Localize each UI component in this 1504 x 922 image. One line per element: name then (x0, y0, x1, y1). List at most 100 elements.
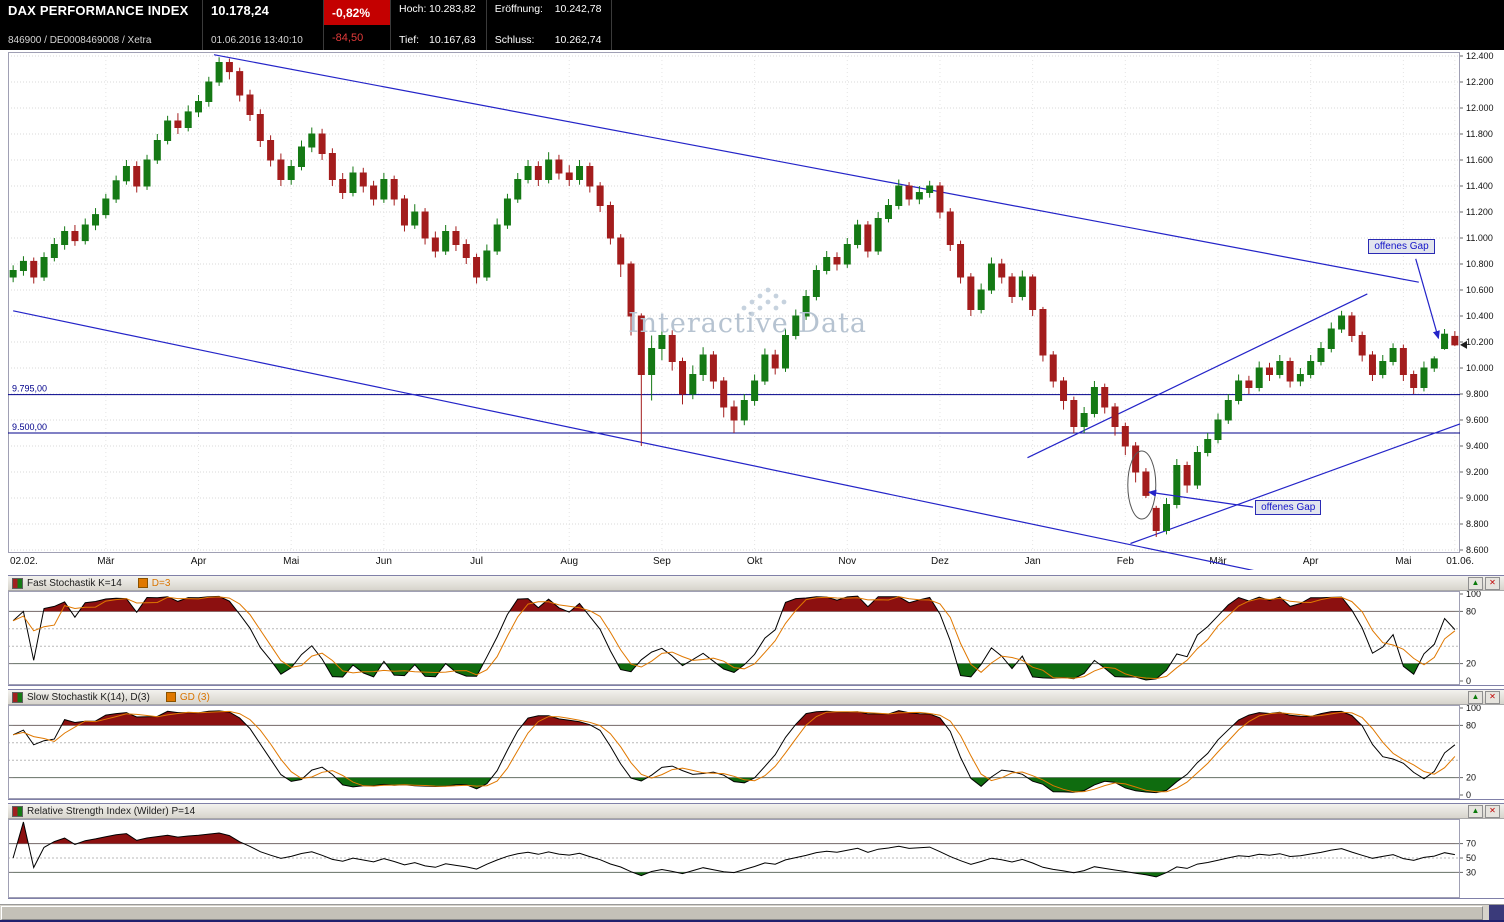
svg-text:Jul: Jul (470, 556, 483, 567)
panel-fast-stochastic: Fast Stochastik K=14 D=3 ▲ ✕ 100 80 20 0 (8, 575, 1504, 686)
last-price: 10.178,24 (211, 3, 269, 18)
svg-text:9.500,00: 9.500,00 (12, 422, 47, 432)
d-line-label: D=3 (151, 577, 171, 589)
svg-text:10.200: 10.200 (1466, 337, 1494, 347)
svg-text:11.200: 11.200 (1466, 207, 1493, 217)
svg-text:Mär: Mär (97, 556, 115, 567)
rsi-plot: 70 50 30 (8, 819, 1476, 898)
day-low: Tief: 10.167,63 (399, 34, 476, 46)
maximize-panel-icon[interactable]: ▲ (1468, 576, 1483, 590)
gd-line-color-chip (165, 692, 176, 702)
change-block: -0,82% -84,50 (324, 0, 391, 50)
fast-stochastic-plot: 100 80 20 0 (8, 591, 1481, 685)
scrollbar-thumb[interactable] (1, 906, 1483, 920)
maximize-panel-icon[interactable]: ▲ (1468, 804, 1483, 818)
instrument-block: DAX PERFORMANCE INDEX 846900 / DE0008469… (0, 0, 203, 50)
svg-text:02.02.: 02.02. (10, 556, 38, 567)
change-percent-badge: -0,82% (324, 0, 390, 25)
svg-text:10.400: 10.400 (1466, 311, 1494, 321)
price-chart-pane: 8.600 8.800 9.000 9.200 9.400 9.600 9.800 10.00… (8, 52, 1504, 572)
svg-text:20: 20 (1466, 659, 1476, 669)
slow-stochastic-plot: 100 80 20 0 (8, 705, 1481, 799)
day-open: Eröffnung: 10.242,78 (494, 3, 602, 15)
prev-close: Schluss: 10.262,74 (494, 34, 602, 46)
panel-title: Fast Stochastik K=14 (27, 577, 122, 589)
svg-text:Mai: Mai (1395, 556, 1411, 567)
svg-text:10.800: 10.800 (1466, 259, 1494, 269)
maximize-panel-icon[interactable]: ▲ (1468, 690, 1483, 704)
svg-text:9.200: 9.200 (1466, 467, 1489, 477)
last-price-block: 10.178,24 01.06.2016 13:40:10 (203, 0, 324, 50)
svg-text:Dez: Dez (931, 556, 949, 567)
panel-header-fast-stochastic: Fast Stochastik K=14 D=3 ▲ ✕ (8, 576, 1504, 591)
svg-text:0: 0 (1466, 790, 1471, 799)
svg-text:Nov: Nov (838, 556, 856, 567)
svg-text:10.600: 10.600 (1466, 285, 1494, 295)
close-panel-icon[interactable]: ✕ (1485, 690, 1500, 704)
annotation-offenes-gap-bottom[interactable]: offenes Gap (1255, 499, 1322, 515)
panel-rsi: Relative Strength Index (Wilder) P=14 ▲ … (8, 803, 1504, 899)
svg-text:11.400: 11.400 (1466, 181, 1493, 191)
svg-text:50: 50 (1466, 853, 1476, 863)
svg-text:Jan: Jan (1025, 556, 1041, 567)
svg-text:Apr: Apr (191, 556, 207, 567)
panel-title: Slow Stochastik K(14), D(3) (27, 691, 150, 703)
scrollbar-corner (1489, 905, 1504, 920)
instrument-id: 846900 / DE0008469008 / Xetra (8, 35, 152, 46)
close-panel-icon[interactable]: ✕ (1485, 804, 1500, 818)
panel-header-rsi: Relative Strength Index (Wilder) P=14 ▲ … (8, 804, 1504, 819)
svg-text:8.600: 8.600 (1466, 545, 1489, 555)
svg-text:100: 100 (1466, 705, 1481, 713)
window-bottom-edge (0, 920, 1504, 922)
svg-text:30: 30 (1466, 867, 1476, 877)
svg-text:Mär: Mär (1209, 556, 1227, 567)
svg-text:01.06.: 01.06. (1446, 556, 1474, 567)
d-line-color-chip (137, 578, 148, 588)
panel-slow-stochastic: Slow Stochastik K(14), D(3) GD (3) ▲ ✕ 1… (8, 689, 1504, 800)
svg-text:12.200: 12.200 (1466, 77, 1494, 87)
quote-header: DAX PERFORMANCE INDEX 846900 / DE0008469… (0, 0, 1504, 50)
panel-title: Relative Strength Index (Wilder) P=14 (27, 805, 196, 817)
change-absolute: -84,50 (332, 31, 364, 44)
svg-text:Okt: Okt (747, 556, 763, 567)
svg-text:Aug: Aug (560, 556, 578, 567)
day-high: Hoch: 10.283,82 (399, 3, 476, 15)
svg-text:Jun: Jun (376, 556, 392, 567)
annotation-offenes-gap-top[interactable]: offenes Gap (1368, 239, 1435, 255)
panel-header-slow-stochastic: Slow Stochastik K(14), D(3) GD (3) ▲ ✕ (8, 690, 1504, 705)
svg-text:9.400: 9.400 (1466, 441, 1489, 451)
open-close-block: Eröffnung: 10.242,78 Schluss: 10.262,74 (487, 0, 613, 50)
svg-text:80: 80 (1466, 720, 1476, 730)
svg-text:Apr: Apr (1303, 556, 1319, 567)
svg-text:Sep: Sep (653, 556, 671, 567)
svg-text:20: 20 (1466, 773, 1476, 783)
instrument-name: DAX PERFORMANCE INDEX (8, 3, 189, 18)
svg-text:8.800: 8.800 (1466, 519, 1489, 529)
indicator-legend-icon (12, 805, 23, 817)
svg-text:9.800: 9.800 (1466, 389, 1489, 399)
gd-line-label: GD (3) (179, 691, 210, 703)
svg-text:11.800: 11.800 (1466, 129, 1493, 139)
indicator-legend-icon (12, 691, 23, 703)
svg-text:100: 100 (1466, 591, 1481, 599)
svg-text:10.000: 10.000 (1466, 363, 1494, 373)
svg-text:9.000: 9.000 (1466, 493, 1489, 503)
svg-text:9.600: 9.600 (1466, 415, 1489, 425)
close-panel-icon[interactable]: ✕ (1485, 576, 1500, 590)
svg-text:80: 80 (1466, 606, 1476, 616)
high-low-block: Hoch: 10.283,82 Tief: 10.167,63 (391, 0, 487, 50)
horizontal-scrollbar[interactable] (0, 904, 1504, 921)
svg-text:12.000: 12.000 (1466, 103, 1494, 113)
svg-text:11.600: 11.600 (1466, 155, 1493, 165)
svg-text:12.400: 12.400 (1466, 52, 1494, 61)
svg-text:0: 0 (1466, 676, 1471, 685)
indicator-legend-icon (12, 577, 23, 589)
svg-text:Mai: Mai (283, 556, 299, 567)
price-chart-canvas: 8.600 8.800 9.000 9.200 9.400 9.600 9.800 10.00… (8, 52, 1494, 570)
svg-text:70: 70 (1466, 839, 1476, 849)
svg-text:Feb: Feb (1117, 556, 1135, 567)
quote-timestamp: 01.06.2016 13:40:10 (211, 35, 303, 46)
svg-text:11.000: 11.000 (1466, 233, 1493, 243)
svg-text:9.795,00: 9.795,00 (12, 384, 47, 394)
